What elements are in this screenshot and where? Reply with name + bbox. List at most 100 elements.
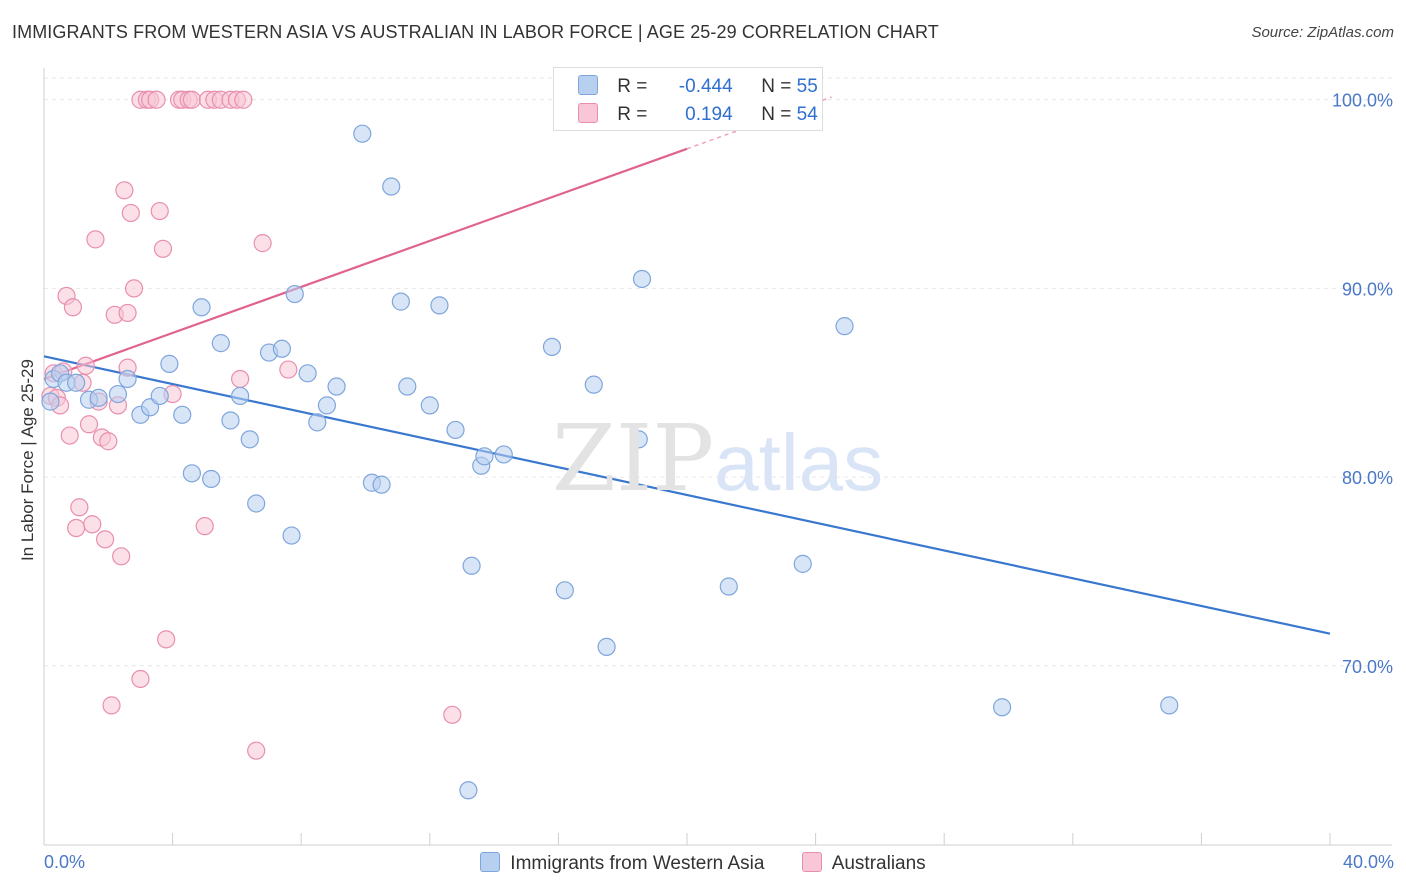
point-western-asia xyxy=(555,581,574,600)
point-western-asia xyxy=(391,292,410,311)
point-western-asia xyxy=(446,420,465,440)
point-australians xyxy=(63,298,83,317)
trend-line-australians xyxy=(43,147,688,381)
point-western-asia xyxy=(597,637,616,656)
point-australians xyxy=(147,90,166,109)
point-western-asia xyxy=(221,411,240,430)
point-western-asia xyxy=(494,445,513,464)
legend-n-value: 54 xyxy=(796,104,818,125)
legend-r-label: R = xyxy=(617,76,648,97)
point-western-asia xyxy=(459,781,478,800)
point-western-asia xyxy=(240,430,259,449)
point-western-asia xyxy=(462,556,481,575)
x-tick-max: 40.0% xyxy=(1342,852,1394,872)
series-legend: Immigrants from Western Asia Australians xyxy=(0,852,1406,875)
point-australians xyxy=(182,90,201,109)
point-western-asia xyxy=(398,377,417,396)
trend-lines xyxy=(43,96,1331,635)
point-western-asia xyxy=(327,377,346,396)
legend-row-blue: R = -0.444 N = 55 xyxy=(578,75,818,98)
point-australians xyxy=(121,203,140,223)
legend-swatch-blue xyxy=(480,852,501,872)
point-western-asia xyxy=(160,354,179,373)
point-australians xyxy=(99,432,118,451)
legend-r-value: -0.444 xyxy=(678,76,733,97)
legend-label: Immigrants from Western Asia xyxy=(510,853,765,874)
legend-swatch-pink xyxy=(801,852,822,872)
gridlines xyxy=(44,77,1392,667)
legend-n-label: N = xyxy=(761,76,792,97)
point-western-asia xyxy=(272,339,292,358)
point-western-asia xyxy=(202,469,221,489)
point-western-asia xyxy=(308,413,327,432)
point-western-asia xyxy=(247,494,266,513)
y-tick-label: 90.0% xyxy=(1342,279,1393,299)
point-western-asia xyxy=(1160,696,1179,715)
point-australians xyxy=(102,696,121,715)
legend-label: Australians xyxy=(831,853,926,874)
point-western-asia xyxy=(992,698,1012,717)
point-australians xyxy=(253,234,272,253)
y-tick-label: 70.0% xyxy=(1342,657,1393,677)
point-western-asia xyxy=(282,526,301,545)
y-axis-label: In Labor Force | Age 25-29 xyxy=(18,359,37,561)
legend-item-western-asia: Immigrants from Western Asia xyxy=(480,852,764,875)
point-western-asia xyxy=(89,388,108,407)
point-western-asia xyxy=(298,364,317,383)
trend-line-western-asia xyxy=(43,355,1331,635)
point-western-asia xyxy=(150,386,169,406)
point-australians xyxy=(76,356,95,375)
point-western-asia xyxy=(382,177,401,196)
point-western-asia xyxy=(118,369,137,389)
y-tick-label: 80.0% xyxy=(1342,468,1393,488)
point-western-asia xyxy=(211,334,230,353)
point-western-asia xyxy=(719,577,738,596)
x-tick-min: 0.0% xyxy=(44,852,86,872)
point-western-asia xyxy=(372,475,391,494)
legend-row-pink: R = 0.194 N = 54 xyxy=(578,103,818,126)
watermark-zip: ZIP xyxy=(552,405,715,512)
point-western-asia xyxy=(285,284,304,304)
axes xyxy=(43,68,1392,846)
point-western-asia xyxy=(584,375,603,394)
point-western-asia xyxy=(182,464,201,483)
point-western-asia xyxy=(108,384,128,404)
point-western-asia xyxy=(173,405,192,424)
y-tick-labels: 70.0% 80.0% 90.0% 100.0% xyxy=(1332,91,1393,677)
point-australians xyxy=(124,279,144,298)
point-australians xyxy=(83,515,102,534)
point-australians xyxy=(112,547,131,566)
legend-swatch-blue xyxy=(578,75,598,95)
point-western-asia xyxy=(793,554,812,573)
point-australians xyxy=(231,369,250,389)
point-australians xyxy=(60,426,79,445)
legend-item-australians: Australians xyxy=(801,852,926,875)
point-australians xyxy=(79,415,99,434)
point-australians xyxy=(443,705,462,724)
point-australians xyxy=(70,498,89,517)
legend-r-value: 0.194 xyxy=(685,104,733,125)
point-western-asia xyxy=(430,296,449,315)
data-points xyxy=(41,90,1179,800)
point-western-asia xyxy=(629,430,648,449)
legend-r-label: R = xyxy=(617,104,648,125)
point-australians xyxy=(86,230,105,249)
chart-title: IMMIGRANTS FROM WESTERN ASIA VS AUSTRALI… xyxy=(12,22,939,42)
point-australians xyxy=(131,669,150,689)
legend-n-label: N = xyxy=(761,104,792,125)
watermark: ZIPatlas xyxy=(552,405,883,512)
point-australians xyxy=(95,530,115,549)
point-australians xyxy=(118,303,137,323)
point-australians xyxy=(67,518,86,538)
point-australians xyxy=(153,239,173,258)
point-australians xyxy=(115,181,134,200)
source-label: Source: ZipAtlas.com xyxy=(1251,24,1394,41)
point-western-asia xyxy=(632,269,652,289)
point-western-asia xyxy=(41,392,60,411)
point-western-asia xyxy=(353,124,372,143)
point-western-asia xyxy=(475,447,494,466)
point-australians xyxy=(279,360,298,379)
point-australians xyxy=(234,90,253,109)
point-western-asia xyxy=(420,396,439,415)
